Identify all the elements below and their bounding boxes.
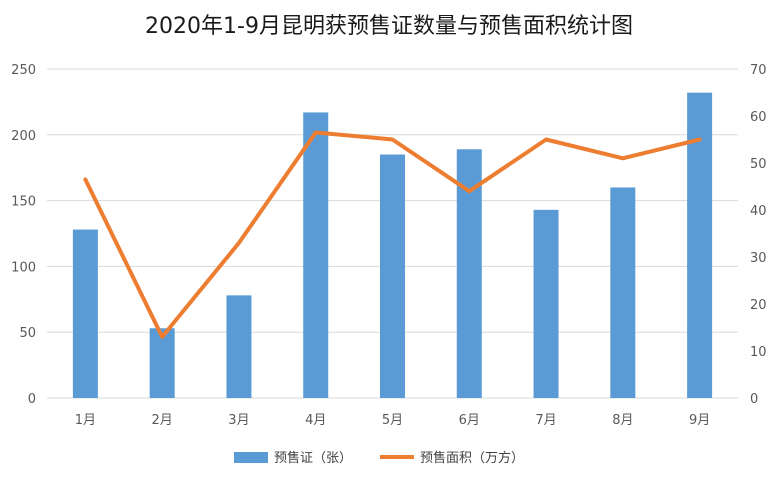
bar xyxy=(533,209,559,398)
right-tick-label: 70 xyxy=(750,63,767,78)
right-tick-label: 20 xyxy=(750,298,767,313)
x-tick-label: 9月 xyxy=(689,413,710,428)
left-tick-label: 200 xyxy=(11,129,36,144)
x-tick-label: 3月 xyxy=(228,413,249,428)
legend-label-line: 预售面积（万方） xyxy=(420,450,524,466)
x-tick-label: 6月 xyxy=(459,413,480,428)
legend-label-bar: 预售证（张） xyxy=(274,450,352,466)
bar xyxy=(226,295,252,398)
x-tick-label: 2月 xyxy=(152,413,173,428)
right-tick-label: 30 xyxy=(750,251,767,266)
right-tick-label: 0 xyxy=(750,392,758,407)
legend: 预售证（张） 预售面积（万方） xyxy=(234,450,524,466)
line-series xyxy=(83,130,702,339)
left-tick-label: 150 xyxy=(11,195,36,210)
x-tick-label: 1月 xyxy=(75,413,96,428)
bar xyxy=(303,112,329,398)
x-tick-label: 8月 xyxy=(612,413,633,428)
x-tick-label: 5月 xyxy=(382,413,403,428)
left-axis-ticks: 0 50 100 150 200 250 xyxy=(11,63,36,407)
bar xyxy=(380,154,405,398)
x-tick-label: 4月 xyxy=(305,413,326,428)
left-tick-label: 100 xyxy=(11,260,36,275)
right-axis-ticks: 0 10 20 30 40 50 60 70 xyxy=(750,63,767,407)
right-tick-label: 50 xyxy=(750,157,767,172)
bar-series xyxy=(72,92,713,399)
right-tick-label: 40 xyxy=(750,204,767,219)
x-axis-ticks: 1月 2月 3月 4月 5月 6月 7月 8月 9月 xyxy=(75,413,711,428)
left-tick-label: 0 xyxy=(28,392,36,407)
line-path xyxy=(83,130,702,339)
x-tick-label: 7月 xyxy=(535,413,556,428)
left-tick-label: 50 xyxy=(19,326,36,341)
right-tick-label: 60 xyxy=(750,110,767,125)
right-tick-label: 10 xyxy=(750,345,767,360)
chart-title: 2020年1-9月昆明获预售证数量与预售面积统计图 xyxy=(145,14,633,39)
bar xyxy=(610,187,636,398)
left-tick-label: 250 xyxy=(11,63,36,78)
bar xyxy=(72,229,98,398)
legend-swatch-bar xyxy=(234,452,268,463)
bar xyxy=(149,328,175,398)
